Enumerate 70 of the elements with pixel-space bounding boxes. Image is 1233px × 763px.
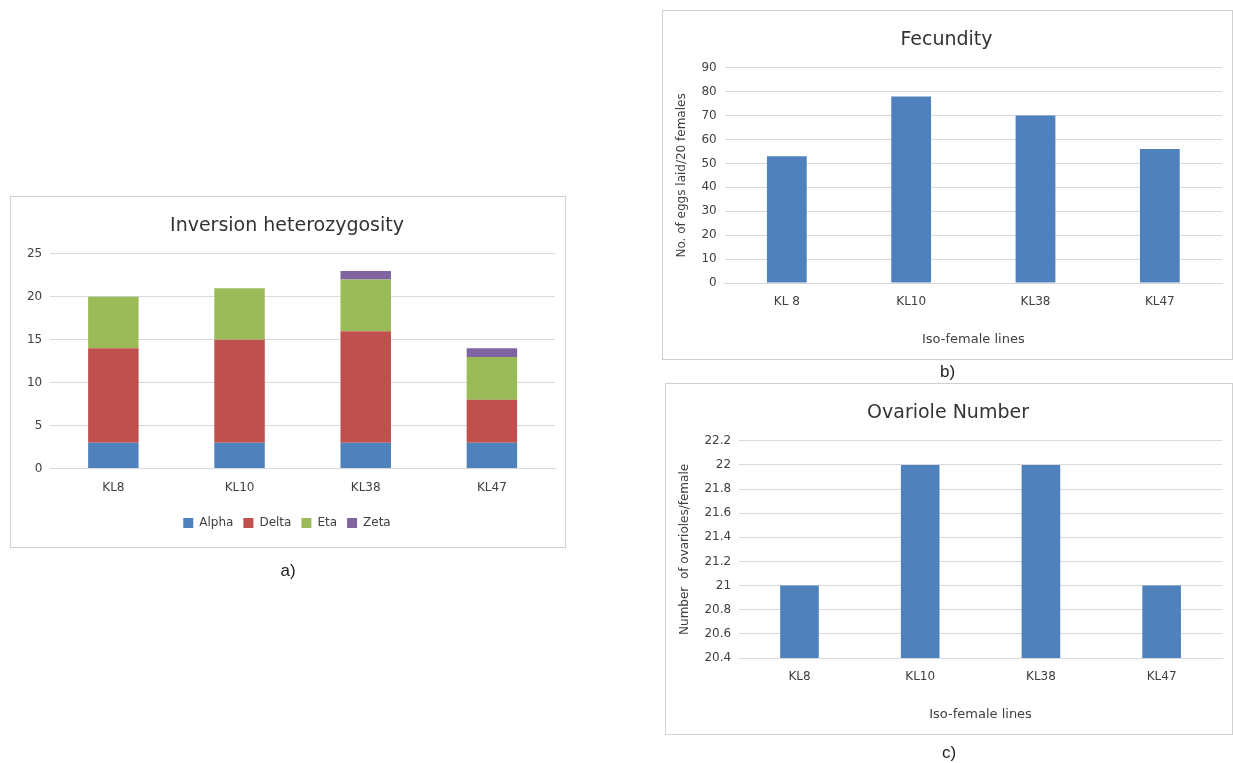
y-tick-label: 20 bbox=[701, 227, 717, 242]
x-tick-label: KL10 bbox=[224, 479, 255, 494]
bar bbox=[340, 270, 391, 280]
y-tick-label: 21.4 bbox=[704, 529, 732, 544]
y-tick-label: 20.6 bbox=[704, 625, 732, 640]
text: a) bbox=[279, 561, 297, 581]
bar bbox=[466, 442, 518, 469]
y-axis-title: No. of eggs laid/20 females bbox=[674, 93, 689, 258]
y-tick-label: 10 bbox=[701, 251, 717, 266]
bar bbox=[88, 348, 139, 443]
y-tick-label: 90 bbox=[701, 59, 717, 74]
x-tick-label: KL10 bbox=[905, 669, 936, 684]
y-tick-label: 20 bbox=[26, 288, 43, 303]
y-tick-label: 10 bbox=[26, 374, 43, 389]
y-tick-label: 20.8 bbox=[704, 601, 732, 616]
x-tick-label: KL8 bbox=[102, 479, 125, 494]
bar bbox=[466, 399, 518, 443]
x-tick-label: KL47 bbox=[1146, 669, 1177, 684]
bar bbox=[214, 442, 265, 469]
y-tick-label: 0 bbox=[709, 275, 717, 290]
x-axis-title: Iso-female lines bbox=[929, 705, 1033, 721]
y-tick-label: 15 bbox=[26, 331, 43, 346]
x-tick-label: KL8 bbox=[788, 669, 811, 684]
y-tick-label: 60 bbox=[701, 131, 717, 146]
legend-label: Eta bbox=[317, 515, 338, 530]
chart-title: Inversion heterozygosity bbox=[170, 213, 404, 236]
x-tick-label: KL38 bbox=[1026, 669, 1056, 684]
text: b) bbox=[938, 362, 957, 382]
bar bbox=[466, 348, 518, 357]
x-axis-title: Iso-female lines bbox=[921, 330, 1025, 346]
bar bbox=[88, 442, 139, 469]
bar bbox=[766, 156, 807, 283]
y-axis-title: Number of ovarioles/female bbox=[677, 463, 692, 635]
y-tick-label: 30 bbox=[701, 203, 717, 218]
y-tick-label: 25 bbox=[26, 245, 43, 260]
legend-label: Zeta bbox=[363, 515, 391, 530]
x-tick-label: KL47 bbox=[1144, 294, 1175, 309]
y-tick-label: 20.4 bbox=[704, 650, 732, 665]
text: c) bbox=[940, 743, 958, 763]
y-tick-label: 0 bbox=[34, 460, 43, 475]
y-tick-label: 21.6 bbox=[704, 505, 732, 520]
bar bbox=[214, 288, 265, 340]
x-tick-label: KL38 bbox=[350, 479, 381, 494]
y-tick-label: 21 bbox=[715, 577, 732, 592]
chart-title: Fecundity bbox=[900, 27, 993, 50]
legend-label: Delta bbox=[259, 515, 292, 530]
legend-label: Alpha bbox=[199, 515, 234, 530]
x-tick-label: KL47 bbox=[476, 479, 507, 494]
y-tick-label: 70 bbox=[701, 107, 717, 122]
bar bbox=[1139, 149, 1180, 283]
y-tick-label: 22 bbox=[715, 457, 732, 472]
y-tick-label: 50 bbox=[701, 155, 717, 170]
y-tick-label: 5 bbox=[34, 417, 43, 432]
bar bbox=[340, 279, 391, 332]
y-tick-label: 80 bbox=[701, 83, 717, 98]
bar bbox=[340, 442, 391, 469]
y-tick-label: 21.8 bbox=[704, 481, 732, 496]
bar bbox=[466, 356, 518, 400]
x-tick-label: KL10 bbox=[896, 294, 927, 309]
y-tick-label: 21.2 bbox=[704, 553, 732, 568]
bar bbox=[891, 96, 932, 283]
bar bbox=[88, 296, 139, 349]
x-tick-label: KL 8 bbox=[773, 294, 800, 309]
y-tick-label: 22.2 bbox=[704, 432, 732, 447]
bar bbox=[1015, 115, 1056, 283]
bar bbox=[340, 331, 391, 443]
bar bbox=[214, 339, 265, 443]
x-tick-label: KL38 bbox=[1020, 294, 1051, 309]
chart-title: Ovariole Number bbox=[867, 400, 1030, 423]
y-tick-label: 40 bbox=[701, 179, 717, 194]
